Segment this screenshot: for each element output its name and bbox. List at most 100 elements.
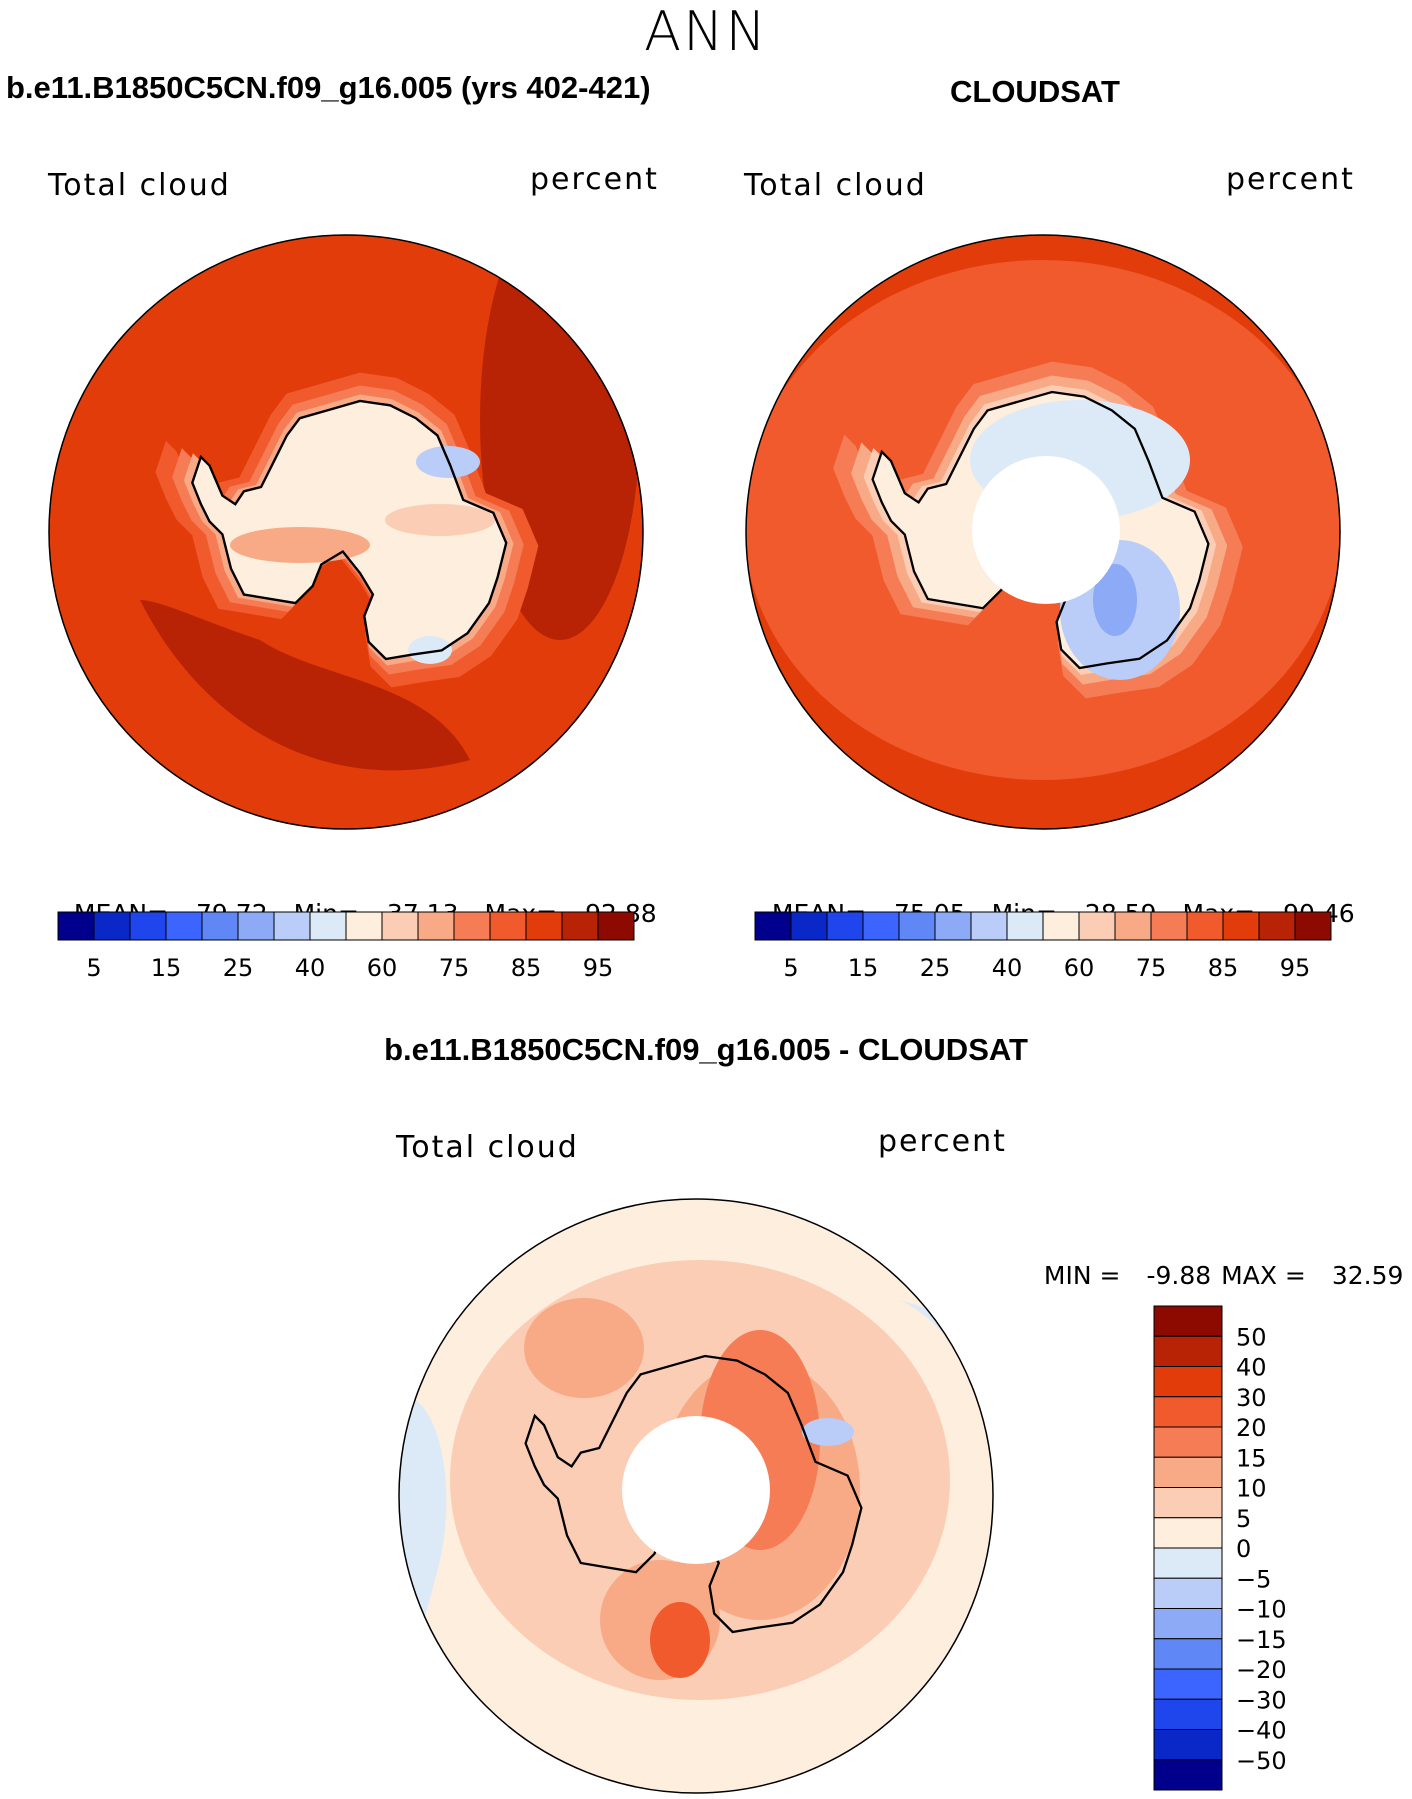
- left-colorbar-swatch-11: [453, 911, 491, 941]
- right-colorbar-swatch-0: [754, 911, 792, 941]
- diff-colorbar-tick-label: 30: [1236, 1384, 1267, 1412]
- diff-colorbar-tick-label: −50: [1236, 1747, 1287, 1775]
- right-colorbar-swatch-14: [1258, 911, 1296, 941]
- left-colorbar-swatch-8: [345, 911, 383, 941]
- season-title: ANN: [644, 0, 768, 63]
- diff-colorbar-swatch-3: [1153, 1396, 1223, 1428]
- left-colorbar-swatch-2: [129, 911, 167, 941]
- diff-units-label: percent: [878, 1124, 1007, 1159]
- left-colorbar-swatch-7: [309, 911, 347, 941]
- left-colorbar-tick-label: 85: [511, 954, 542, 982]
- left-low-cloud-patch-2: [408, 636, 452, 664]
- right-colorbar-swatch-12: [1186, 911, 1224, 941]
- left-colorbar-swatch-0: [57, 911, 95, 941]
- diff-colorbar-swatch-8: [1153, 1547, 1223, 1579]
- diff-colorbar-swatch-5: [1153, 1456, 1223, 1488]
- left-map: [48, 234, 644, 830]
- diff-colorbar-tick-label: 50: [1236, 1323, 1267, 1351]
- right-colorbar-swatch-3: [862, 911, 900, 941]
- diff-colorbar-swatch-11: [1153, 1638, 1223, 1670]
- left-colorbar-tick-label: 25: [223, 954, 254, 982]
- diff-colorbar-tick-label: 5: [1236, 1505, 1251, 1533]
- left-colorbar-tick-label: 15: [151, 954, 182, 982]
- right-colorbar-swatch-11: [1150, 911, 1188, 941]
- diff-colorbar-swatch-9: [1153, 1577, 1223, 1609]
- diff-panel-title: b.e11.B1850C5CN.f09_g16.005 - CLOUDSAT: [384, 1032, 1028, 1067]
- diff-colorbar-swatch-6: [1153, 1487, 1223, 1519]
- diff-10-15-west: [524, 1298, 644, 1398]
- left-colorbar-tick-label: 75: [439, 954, 470, 982]
- left-colorbar-swatch-15: [597, 911, 635, 941]
- left-colorbar-swatch-10: [417, 911, 455, 941]
- right-colorbar-swatch-4: [898, 911, 936, 941]
- right-colorbar-tick-label: 5: [783, 954, 798, 982]
- right-map: [745, 234, 1341, 830]
- left-colorbar-tick-label: 5: [86, 954, 101, 982]
- right-colorbar-swatch-15: [1294, 911, 1332, 941]
- diff-colorbar-swatch-12: [1153, 1668, 1223, 1700]
- diff-colorbar-swatch-0: [1153, 1305, 1223, 1337]
- diff-colorbar-swatch-15: [1153, 1759, 1223, 1791]
- diff-max-label: MAX =: [1221, 1261, 1306, 1290]
- diff-map-frame: [398, 1198, 994, 1794]
- right-colorbar-swatch-7: [1006, 911, 1044, 941]
- left-colorbar-tick-label: 95: [583, 954, 614, 982]
- left-colorbar-swatch-14: [561, 911, 599, 941]
- diff-colorbar-swatch-10: [1153, 1608, 1223, 1640]
- left-colorbar-tick-label: 60: [367, 954, 398, 982]
- diff-colorbar-tick-label: −15: [1236, 1626, 1287, 1654]
- diff-colorbar-tick-label: −10: [1236, 1596, 1287, 1624]
- left-units-label: percent: [530, 162, 659, 197]
- left-map-frame: [48, 234, 644, 830]
- diff-stats: MIN = -9.88 MAX = 32.59: [1028, 1232, 1404, 1290]
- diff-map: [398, 1198, 994, 1794]
- left-colorbar-swatch-9: [381, 911, 419, 941]
- diff-colorbar-tick-label: 20: [1236, 1414, 1267, 1442]
- left-colorbar-swatch-12: [489, 911, 527, 941]
- right-colorbar-tick-label: 95: [1280, 954, 1311, 982]
- diff-negative-plateau: [802, 1418, 854, 1446]
- right-colorbar-swatch-9: [1078, 911, 1116, 941]
- right-colorbar: 5 15 25 40 60 75 85 95: [754, 911, 1332, 982]
- diff-colorbar-swatch-7: [1153, 1517, 1223, 1549]
- diff-20-30: [650, 1602, 710, 1678]
- right-colorbar-tick-label: 85: [1208, 954, 1239, 982]
- left-interior-band: [230, 527, 370, 563]
- diff-colorbar-swatch-13: [1153, 1698, 1223, 1730]
- left-interior-band-2: [385, 504, 495, 536]
- diff-min-label: MIN =: [1043, 1261, 1121, 1290]
- left-colorbar-swatch-3: [165, 911, 203, 941]
- right-colorbar-tick-label: 15: [848, 954, 879, 982]
- diff-colorbar-swatch-14: [1153, 1729, 1223, 1761]
- diff-colorbar-tick-label: 15: [1236, 1444, 1267, 1472]
- right-map-frame: [745, 234, 1341, 830]
- left-panel-title: b.e11.B1850C5CN.f09_g16.005 (yrs 402-421…: [6, 70, 651, 105]
- diff-colorbar-tick-label: 10: [1236, 1475, 1267, 1503]
- diff-colorbar-tick-label: 0: [1236, 1535, 1251, 1563]
- right-colorbar-tick-label: 60: [1064, 954, 1095, 982]
- left-colorbar-tick-label: 40: [295, 954, 326, 982]
- right-units-label: percent: [1226, 162, 1355, 197]
- diff-colorbar-tick-label: −20: [1236, 1656, 1287, 1684]
- left-variable-label: Total cloud: [48, 168, 231, 203]
- diff-min-value: -9.88: [1146, 1261, 1212, 1290]
- diff-colorbar-swatch-1: [1153, 1335, 1223, 1367]
- right-colorbar-tick-label: 25: [920, 954, 951, 982]
- right-polar-gap: [972, 456, 1120, 604]
- left-colorbar-swatch-1: [93, 911, 131, 941]
- right-colorbar-swatch-10: [1114, 911, 1152, 941]
- left-colorbar-swatch-6: [273, 911, 311, 941]
- right-colorbar-swatch-1: [790, 911, 828, 941]
- left-colorbar: 5 15 25 40 60 75 85 95: [57, 911, 635, 982]
- right-colorbar-swatch-13: [1222, 911, 1260, 941]
- right-colorbar-swatch-5: [934, 911, 972, 941]
- diff-colorbar-tick-label: −30: [1236, 1686, 1287, 1714]
- left-colorbar-swatch-4: [201, 911, 239, 941]
- diff-colorbar-tick-label: −40: [1236, 1717, 1287, 1745]
- diff-colorbar-tick-label: 40: [1236, 1354, 1267, 1382]
- right-colorbar-swatch-6: [970, 911, 1008, 941]
- right-variable-label: Total cloud: [744, 168, 927, 203]
- left-colorbar-swatch-5: [237, 911, 275, 941]
- right-colorbar-swatch-2: [826, 911, 864, 941]
